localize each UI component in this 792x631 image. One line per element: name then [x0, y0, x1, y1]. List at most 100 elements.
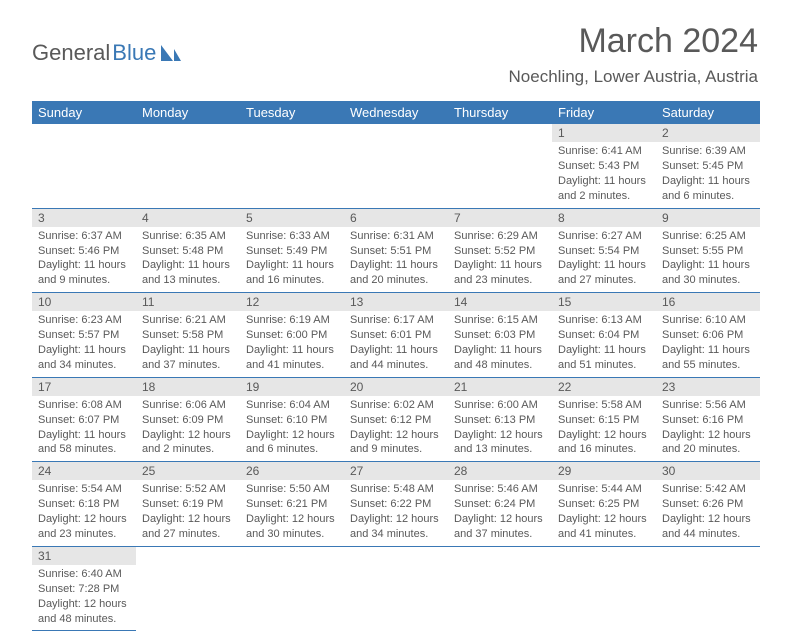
day-number: 1 — [552, 124, 656, 142]
daylight-line: Daylight: 11 hours and 27 minutes. — [558, 258, 650, 288]
calendar-day-cell: 30Sunrise: 5:42 AMSunset: 6:26 PMDayligh… — [656, 462, 760, 547]
daylight-line: Daylight: 12 hours and 9 minutes. — [350, 428, 442, 458]
sunset-line: Sunset: 6:01 PM — [350, 328, 442, 343]
sunrise-line: Sunrise: 6:29 AM — [454, 229, 546, 244]
day-details: Sunrise: 6:40 AMSunset: 7:28 PMDaylight:… — [32, 565, 136, 630]
calendar-day-cell: 23Sunrise: 5:56 AMSunset: 6:16 PMDayligh… — [656, 377, 760, 462]
daylight-line: Daylight: 11 hours and 58 minutes. — [38, 428, 130, 458]
day-number: 2 — [656, 124, 760, 142]
day-details: Sunrise: 6:13 AMSunset: 6:04 PMDaylight:… — [552, 311, 656, 376]
calendar-day-cell: 9Sunrise: 6:25 AMSunset: 5:55 PMDaylight… — [656, 208, 760, 293]
day-number: 26 — [240, 462, 344, 480]
calendar-week-row: 17Sunrise: 6:08 AMSunset: 6:07 PMDayligh… — [32, 377, 760, 462]
calendar-body: 1Sunrise: 6:41 AMSunset: 5:43 PMDaylight… — [32, 124, 760, 631]
sunrise-line: Sunrise: 5:50 AM — [246, 482, 338, 497]
day-details: Sunrise: 6:25 AMSunset: 5:55 PMDaylight:… — [656, 227, 760, 292]
logo-text-1: General — [32, 40, 110, 66]
sunrise-line: Sunrise: 6:37 AM — [38, 229, 130, 244]
day-number: 19 — [240, 378, 344, 396]
day-details: Sunrise: 6:08 AMSunset: 6:07 PMDaylight:… — [32, 396, 136, 461]
sunrise-line: Sunrise: 5:48 AM — [350, 482, 442, 497]
sunrise-line: Sunrise: 6:41 AM — [558, 144, 650, 159]
logo-sail-icon — [159, 43, 183, 63]
sunset-line: Sunset: 6:21 PM — [246, 497, 338, 512]
sunset-line: Sunset: 5:45 PM — [662, 159, 754, 174]
daylight-line: Daylight: 12 hours and 44 minutes. — [662, 512, 754, 542]
day-details: Sunrise: 5:50 AMSunset: 6:21 PMDaylight:… — [240, 480, 344, 545]
calendar-week-row: 3Sunrise: 6:37 AMSunset: 5:46 PMDaylight… — [32, 208, 760, 293]
sunset-line: Sunset: 5:48 PM — [142, 244, 234, 259]
calendar-day-cell — [32, 124, 136, 208]
sunset-line: Sunset: 6:25 PM — [558, 497, 650, 512]
daylight-line: Daylight: 12 hours and 37 minutes. — [454, 512, 546, 542]
sunset-line: Sunset: 5:52 PM — [454, 244, 546, 259]
weekday-header: Tuesday — [240, 101, 344, 124]
calendar-day-cell: 2Sunrise: 6:39 AMSunset: 5:45 PMDaylight… — [656, 124, 760, 208]
sunrise-line: Sunrise: 5:44 AM — [558, 482, 650, 497]
day-number: 13 — [344, 293, 448, 311]
sunset-line: Sunset: 6:07 PM — [38, 413, 130, 428]
sunset-line: Sunset: 5:51 PM — [350, 244, 442, 259]
calendar-day-cell: 18Sunrise: 6:06 AMSunset: 6:09 PMDayligh… — [136, 377, 240, 462]
sunset-line: Sunset: 6:06 PM — [662, 328, 754, 343]
logo: General Blue — [32, 22, 183, 66]
calendar-day-cell: 31Sunrise: 6:40 AMSunset: 7:28 PMDayligh… — [32, 546, 136, 631]
daylight-line: Daylight: 11 hours and 51 minutes. — [558, 343, 650, 373]
day-number: 4 — [136, 209, 240, 227]
weekday-header: Monday — [136, 101, 240, 124]
daylight-line: Daylight: 12 hours and 27 minutes. — [142, 512, 234, 542]
calendar-week-row: 24Sunrise: 5:54 AMSunset: 6:18 PMDayligh… — [32, 462, 760, 547]
day-number: 9 — [656, 209, 760, 227]
calendar-day-cell: 12Sunrise: 6:19 AMSunset: 6:00 PMDayligh… — [240, 293, 344, 378]
day-details: Sunrise: 6:39 AMSunset: 5:45 PMDaylight:… — [656, 142, 760, 207]
sunset-line: Sunset: 5:43 PM — [558, 159, 650, 174]
day-details: Sunrise: 6:04 AMSunset: 6:10 PMDaylight:… — [240, 396, 344, 461]
day-details: Sunrise: 6:23 AMSunset: 5:57 PMDaylight:… — [32, 311, 136, 376]
title-block: March 2024 Noechling, Lower Austria, Aus… — [509, 22, 758, 87]
sunset-line: Sunset: 6:24 PM — [454, 497, 546, 512]
day-number: 24 — [32, 462, 136, 480]
day-details: Sunrise: 6:17 AMSunset: 6:01 PMDaylight:… — [344, 311, 448, 376]
calendar-day-cell: 13Sunrise: 6:17 AMSunset: 6:01 PMDayligh… — [344, 293, 448, 378]
day-number: 8 — [552, 209, 656, 227]
daylight-line: Daylight: 12 hours and 16 minutes. — [558, 428, 650, 458]
daylight-line: Daylight: 11 hours and 2 minutes. — [558, 174, 650, 204]
day-number: 14 — [448, 293, 552, 311]
sunrise-line: Sunrise: 5:58 AM — [558, 398, 650, 413]
daylight-line: Daylight: 11 hours and 9 minutes. — [38, 258, 130, 288]
sunrise-line: Sunrise: 5:42 AM — [662, 482, 754, 497]
sunrise-line: Sunrise: 6:40 AM — [38, 567, 130, 582]
day-details: Sunrise: 5:54 AMSunset: 6:18 PMDaylight:… — [32, 480, 136, 545]
day-number: 23 — [656, 378, 760, 396]
weekday-header-row: SundayMondayTuesdayWednesdayThursdayFrid… — [32, 101, 760, 124]
sunset-line: Sunset: 6:22 PM — [350, 497, 442, 512]
daylight-line: Daylight: 12 hours and 13 minutes. — [454, 428, 546, 458]
calendar-day-cell: 22Sunrise: 5:58 AMSunset: 6:15 PMDayligh… — [552, 377, 656, 462]
day-number: 16 — [656, 293, 760, 311]
calendar-day-cell: 26Sunrise: 5:50 AMSunset: 6:21 PMDayligh… — [240, 462, 344, 547]
daylight-line: Daylight: 11 hours and 6 minutes. — [662, 174, 754, 204]
sunrise-line: Sunrise: 6:13 AM — [558, 313, 650, 328]
sunrise-line: Sunrise: 6:31 AM — [350, 229, 442, 244]
day-details: Sunrise: 6:06 AMSunset: 6:09 PMDaylight:… — [136, 396, 240, 461]
calendar-day-cell — [240, 124, 344, 208]
day-details: Sunrise: 6:10 AMSunset: 6:06 PMDaylight:… — [656, 311, 760, 376]
sunset-line: Sunset: 6:04 PM — [558, 328, 650, 343]
calendar-day-cell: 3Sunrise: 6:37 AMSunset: 5:46 PMDaylight… — [32, 208, 136, 293]
daylight-line: Daylight: 12 hours and 6 minutes. — [246, 428, 338, 458]
calendar-day-cell: 6Sunrise: 6:31 AMSunset: 5:51 PMDaylight… — [344, 208, 448, 293]
day-details: Sunrise: 6:21 AMSunset: 5:58 PMDaylight:… — [136, 311, 240, 376]
calendar-day-cell: 19Sunrise: 6:04 AMSunset: 6:10 PMDayligh… — [240, 377, 344, 462]
calendar-day-cell: 7Sunrise: 6:29 AMSunset: 5:52 PMDaylight… — [448, 208, 552, 293]
sunrise-line: Sunrise: 6:33 AM — [246, 229, 338, 244]
day-number: 25 — [136, 462, 240, 480]
sunset-line: Sunset: 5:55 PM — [662, 244, 754, 259]
day-details: Sunrise: 5:48 AMSunset: 6:22 PMDaylight:… — [344, 480, 448, 545]
daylight-line: Daylight: 12 hours and 30 minutes. — [246, 512, 338, 542]
day-details: Sunrise: 5:44 AMSunset: 6:25 PMDaylight:… — [552, 480, 656, 545]
calendar-day-cell: 17Sunrise: 6:08 AMSunset: 6:07 PMDayligh… — [32, 377, 136, 462]
sunrise-line: Sunrise: 6:27 AM — [558, 229, 650, 244]
location-subtitle: Noechling, Lower Austria, Austria — [509, 67, 758, 87]
weekday-header: Saturday — [656, 101, 760, 124]
header: General Blue March 2024 Noechling, Lower… — [0, 0, 792, 91]
